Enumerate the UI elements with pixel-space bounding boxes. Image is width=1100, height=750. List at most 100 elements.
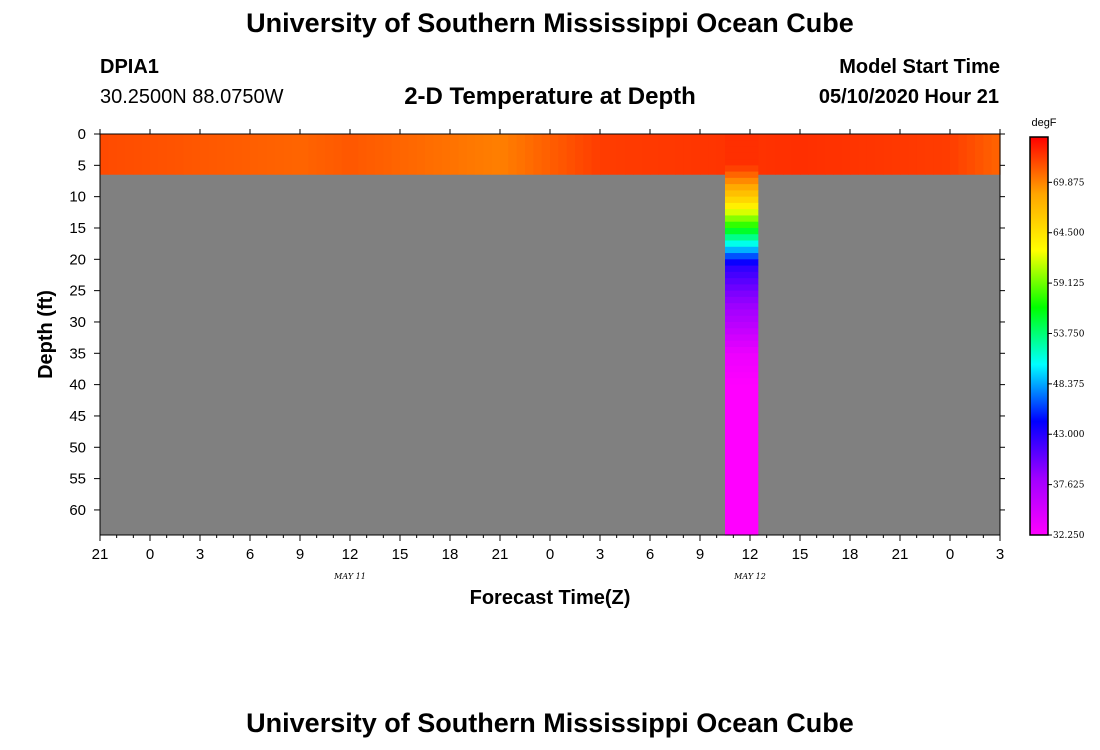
profile-cell <box>725 265 759 273</box>
profile-cell <box>725 384 759 392</box>
colorbar-tick-label: 32.250 <box>1053 531 1085 541</box>
surface-cell <box>791 134 801 175</box>
deep-profile-column <box>725 134 759 536</box>
surface-cell <box>683 134 693 175</box>
surface-cell <box>416 134 426 175</box>
profile-cell <box>725 378 759 386</box>
surface-cell <box>391 134 401 175</box>
surface-cell <box>908 134 918 175</box>
profile-cell <box>725 397 759 405</box>
profile-cell <box>725 253 759 260</box>
x-tick-label: 15 <box>392 546 409 563</box>
surface-cell <box>575 134 584 175</box>
surface-cell <box>541 134 551 175</box>
surface-cell <box>691 134 701 175</box>
surface-cell <box>850 134 859 175</box>
surface-cell <box>775 134 784 175</box>
y-tick-label: 10 <box>69 189 86 206</box>
surface-cell <box>216 134 226 175</box>
surface-cell <box>633 134 643 175</box>
surface-cell <box>833 134 843 175</box>
surface-cell <box>933 134 943 175</box>
profile-cell <box>725 441 759 448</box>
surface-cell <box>608 134 618 175</box>
surface-cell <box>675 134 684 175</box>
profile-cell <box>725 271 759 279</box>
x-tick-label: 6 <box>246 546 254 563</box>
x-tick-label: 12 <box>742 546 759 563</box>
surface-cell <box>866 134 876 175</box>
surface-cell <box>591 134 601 175</box>
plot-title: 2-D Temperature at Depth <box>404 83 696 110</box>
profile-cell <box>725 484 759 492</box>
profile-cell <box>725 528 759 536</box>
profile-cell <box>725 453 759 461</box>
surface-cell <box>383 134 393 175</box>
surface-cell <box>858 134 868 175</box>
surface-cell <box>758 134 768 175</box>
profile-cell <box>725 196 759 204</box>
surface-cell <box>100 134 109 175</box>
surface-cell <box>500 134 509 175</box>
surface-cell <box>525 134 534 175</box>
profile-cell <box>725 215 759 223</box>
surface-cell <box>233 134 243 175</box>
profile-cell <box>725 497 759 505</box>
surface-cell <box>950 134 959 175</box>
profile-cell <box>725 165 759 173</box>
surface-cell <box>158 134 168 175</box>
x-tick-label: 15 <box>792 546 809 563</box>
surface-cell <box>550 134 559 175</box>
profile-cell <box>725 328 759 336</box>
profile-cell <box>725 447 759 455</box>
surface-cell <box>816 134 826 175</box>
surface-cell <box>358 134 368 175</box>
footer-title: University of Southern Mississippi Ocean… <box>246 708 854 738</box>
surface-cell <box>641 134 651 175</box>
surface-cell <box>375 134 384 175</box>
profile-cell <box>725 152 759 160</box>
x-tick-label: 9 <box>696 546 704 563</box>
station-coordinates: 30.2500N 88.0750W <box>100 86 284 108</box>
y-tick-label: 25 <box>69 283 86 300</box>
surface-cell <box>333 134 343 175</box>
surface-cell <box>700 134 709 175</box>
surface-cell <box>208 134 218 175</box>
surface-cell <box>991 134 1001 175</box>
profile-cell <box>725 177 759 185</box>
y-tick-label: 45 <box>69 408 86 425</box>
profile-cell <box>725 415 759 423</box>
surface-cell <box>766 134 776 175</box>
profile-cell <box>725 209 759 217</box>
colorbar <box>1029 136 1049 536</box>
y-tick-label: 15 <box>69 220 86 237</box>
surface-cell <box>658 134 668 175</box>
surface-cell <box>600 134 609 175</box>
station-id: DPIA1 <box>100 56 159 78</box>
surface-cell <box>475 134 484 175</box>
profile-cell <box>725 478 759 486</box>
surface-cell <box>966 134 976 175</box>
profile-cell <box>725 234 759 242</box>
surface-cell <box>183 134 193 175</box>
surface-cell <box>666 134 676 175</box>
profile-cell <box>725 278 759 285</box>
model-start-time: 05/10/2020 Hour 21 <box>818 86 999 108</box>
profile-cell <box>725 159 759 166</box>
surface-cell <box>266 134 276 175</box>
y-tick-label: 20 <box>69 251 86 268</box>
profile-cell <box>725 409 759 417</box>
surface-cell <box>450 134 459 175</box>
x-tick-label: 0 <box>546 546 554 563</box>
surface-cell <box>875 134 884 175</box>
profile-cell <box>725 296 759 304</box>
surface-cell <box>900 134 909 175</box>
y-tick-label: 50 <box>69 439 86 456</box>
surface-cell <box>783 134 793 175</box>
y-tick-label: 35 <box>69 345 86 362</box>
x-tick-label: 12 <box>342 546 359 563</box>
surface-cell <box>516 134 526 175</box>
colorbar-tick-label: 43.000 <box>1053 430 1085 440</box>
colorbar-unit: degF <box>1031 117 1056 129</box>
